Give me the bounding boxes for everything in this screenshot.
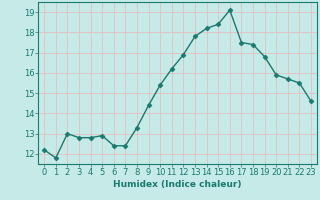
X-axis label: Humidex (Indice chaleur): Humidex (Indice chaleur) [113,180,242,189]
